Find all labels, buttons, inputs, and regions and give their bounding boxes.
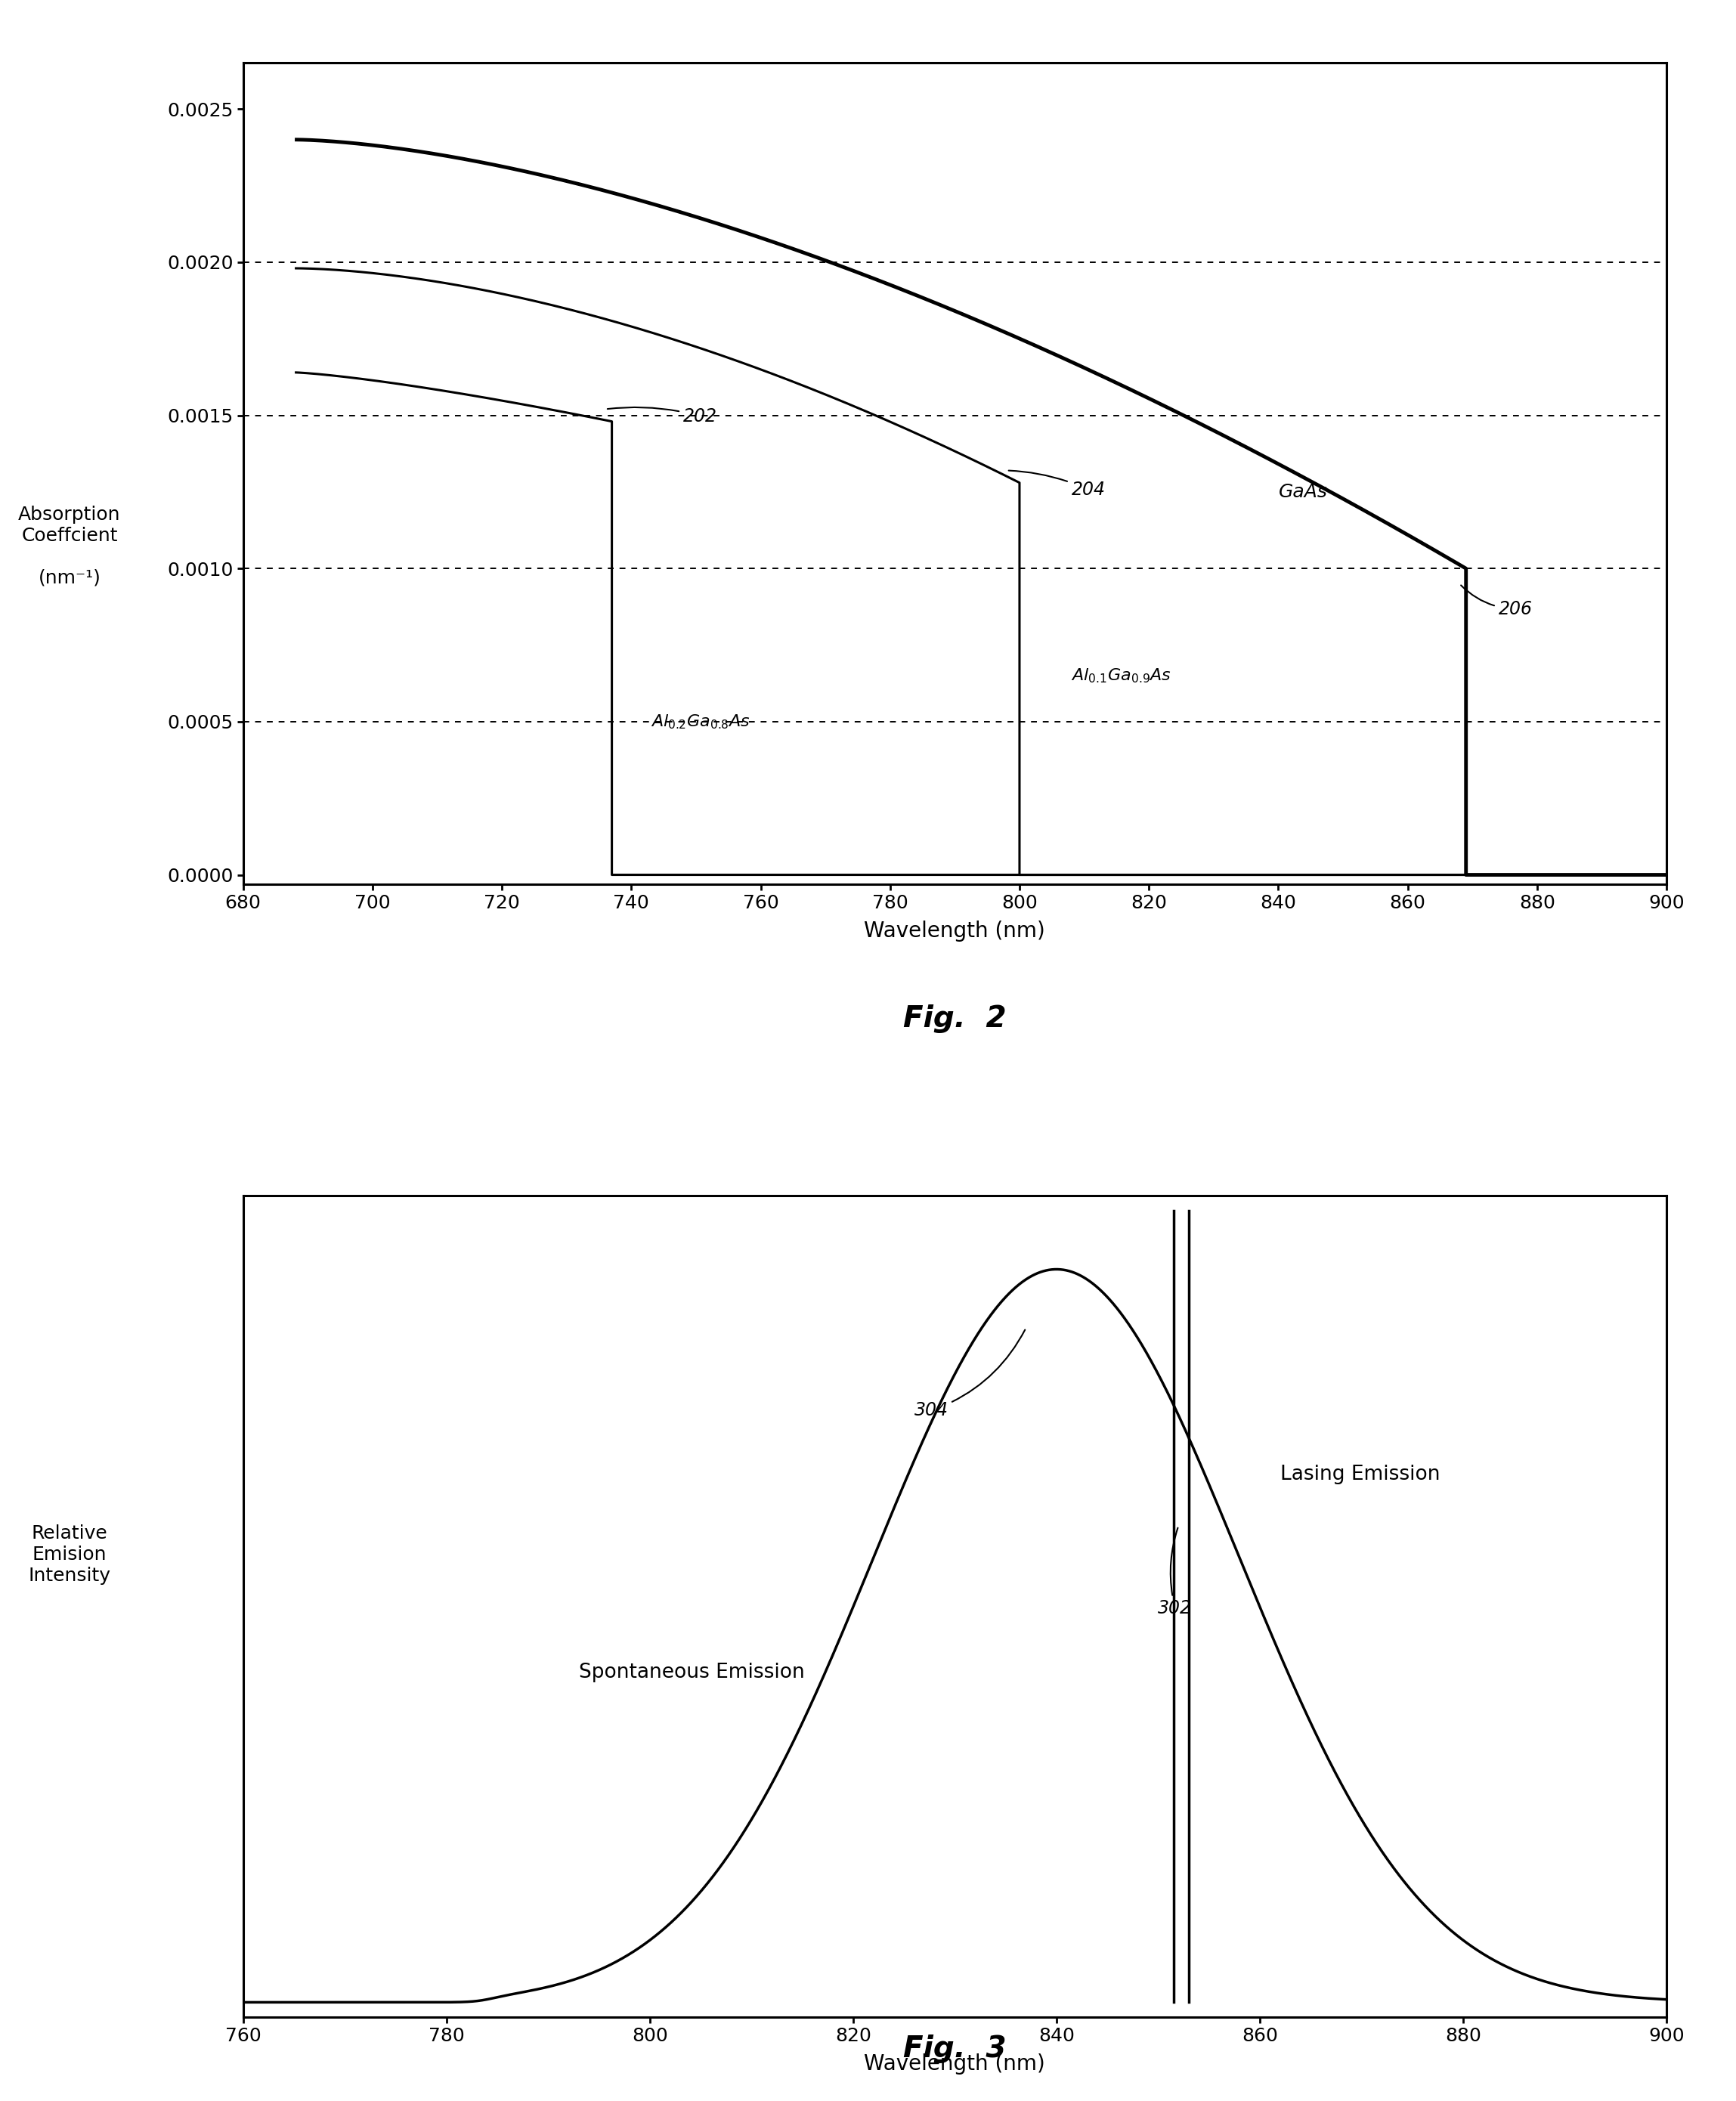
Text: 202: 202	[608, 408, 717, 424]
Text: Al$_{0.1}$Ga$_{0.9}$As: Al$_{0.1}$Ga$_{0.9}$As	[1071, 666, 1172, 685]
X-axis label: Wavelength (nm): Wavelength (nm)	[865, 2053, 1045, 2074]
Text: Al$_{0.2}$Ga$_{0.8}$As: Al$_{0.2}$Ga$_{0.8}$As	[651, 712, 750, 731]
Text: 304: 304	[915, 1330, 1024, 1420]
Text: Fig.  2: Fig. 2	[903, 1004, 1007, 1034]
Text: Lasing Emission: Lasing Emission	[1279, 1464, 1441, 1483]
Text: Absorption
Coeffcient

(nm⁻¹): Absorption Coeffcient (nm⁻¹)	[19, 506, 120, 586]
Text: Relative
Emision
Intensity: Relative Emision Intensity	[28, 1525, 111, 1584]
Text: Spontaneous Emission: Spontaneous Emission	[578, 1662, 804, 1683]
Text: 302: 302	[1158, 1527, 1193, 1618]
X-axis label: Wavelength (nm): Wavelength (nm)	[865, 920, 1045, 941]
Text: GaAs: GaAs	[1278, 483, 1328, 500]
Text: Fig.  3: Fig. 3	[903, 2034, 1007, 2063]
Text: 204: 204	[1009, 471, 1106, 498]
Text: 206: 206	[1462, 586, 1533, 618]
